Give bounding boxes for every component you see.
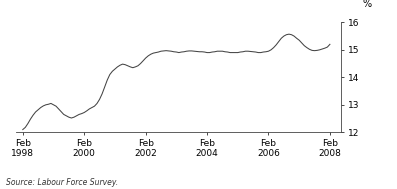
Y-axis label: %: % xyxy=(363,0,372,9)
Text: Source: Labour Force Survey.: Source: Labour Force Survey. xyxy=(6,178,118,187)
